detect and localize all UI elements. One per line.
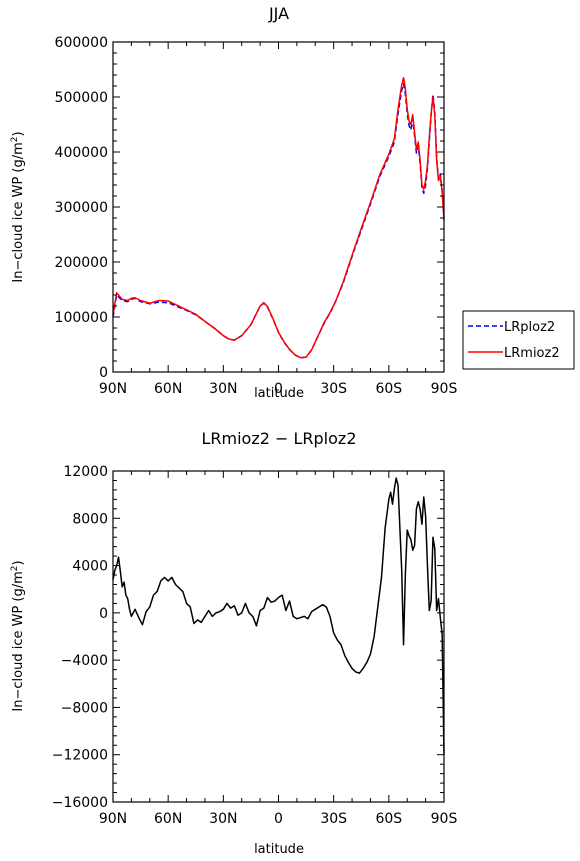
bottom-x-tick-label: 30N (209, 811, 237, 827)
bottom-y-axis-label-main: In−cloud ice WP (g/m (11, 571, 26, 711)
top-x-tick-label: 30S (320, 381, 347, 397)
bottom-x-axis-label: latitude (254, 842, 304, 857)
top-y-tick-label: 200000 (55, 255, 108, 271)
legend: LRploz2 LRmioz2 (462, 310, 575, 370)
bottom-y-tick-label: −12000 (52, 748, 108, 764)
bottom-x-tick-label: 90N (99, 811, 127, 827)
bottom-y-tick-label: 8000 (72, 511, 108, 527)
top-series-line-lrmioz2 (112, 77, 445, 359)
bottom-x-tick-label: 0 (274, 811, 283, 827)
top-y-tick-label: 400000 (55, 145, 108, 161)
top-y-axis-label: In−cloud ice WP (g/m2) (10, 131, 26, 282)
bottom-x-tick-label: 60N (154, 811, 182, 827)
top-chart-title: JJA (268, 4, 289, 23)
top-x-tick-label: 0 (274, 381, 283, 397)
bottom-x-ticks: 90N 60N 30N 0 30S 60S 90S (99, 471, 458, 827)
bottom-series-lines (112, 477, 445, 755)
bottom-y-tick-label: 12000 (63, 464, 108, 480)
top-series-lines (112, 77, 445, 359)
top-y-tick-label: 0 (99, 365, 108, 381)
bottom-plot-frame (112, 470, 445, 803)
top-x-tick-label: 90S (431, 381, 458, 397)
top-y-ticks: 0 100000 200000 300000 400000 500000 600000 (55, 35, 444, 381)
bottom-x-tick-label: 30S (320, 811, 347, 827)
bottom-y-tick-label: −4000 (61, 653, 108, 669)
top-y-tick-label: 300000 (55, 200, 108, 216)
legend-label-lrmioz2: LRmioz2 (504, 346, 560, 361)
legend-label-lrploz2: LRploz2 (504, 320, 555, 335)
bottom-x-tick-label: 60S (375, 811, 402, 827)
top-y-axis-label-main: In−cloud ice WP (g/m (11, 142, 26, 282)
top-plot-frame (112, 41, 445, 373)
panel-top: JJA 90N 60N 30N 0 30S 60S 90S 0 100000 200000 300… (10, 4, 575, 401)
bottom-y-axis-label-sup: 2 (10, 565, 20, 571)
top-y-axis-label-sup: 2 (10, 136, 20, 142)
bottom-y-axis-label-close: ) (11, 560, 26, 565)
top-x-ticks: 90N 60N 30N 0 30S 60S 90S (99, 42, 458, 397)
bottom-y-tick-label: 0 (99, 606, 108, 622)
bottom-y-tick-label: −8000 (61, 700, 108, 716)
top-x-tick-label: 90N (99, 381, 127, 397)
bottom-y-axis-label: In−cloud ice WP (g/m2) (10, 560, 26, 711)
bottom-series-line-difference (112, 477, 445, 755)
top-y-axis-label-close: ) (11, 131, 26, 136)
bottom-x-tick-label: 90S (431, 811, 458, 827)
panel-bottom: LRmioz2 − LRploz2 90N 60N 30N 0 30S 60S 90S −1… (10, 429, 457, 857)
legend-box (462, 310, 575, 370)
top-y-tick-label: 500000 (55, 90, 108, 106)
top-x-tick-label: 30N (209, 381, 237, 397)
bottom-y-tick-label: 4000 (72, 559, 108, 575)
top-series-line-lrploz2 (112, 83, 445, 359)
bottom-y-ticks: −16000 −12000 −8000 −4000 0 4000 8000 12000 (52, 464, 444, 811)
bottom-chart-title: LRmioz2 − LRploz2 (201, 429, 356, 448)
top-x-tick-label: 60S (375, 381, 402, 397)
bottom-y-tick-label: −16000 (52, 795, 108, 811)
top-x-tick-label: 60N (154, 381, 182, 397)
top-y-tick-label: 100000 (55, 310, 108, 326)
top-x-axis-label: latitude (254, 386, 304, 401)
top-y-tick-label: 600000 (55, 35, 108, 51)
